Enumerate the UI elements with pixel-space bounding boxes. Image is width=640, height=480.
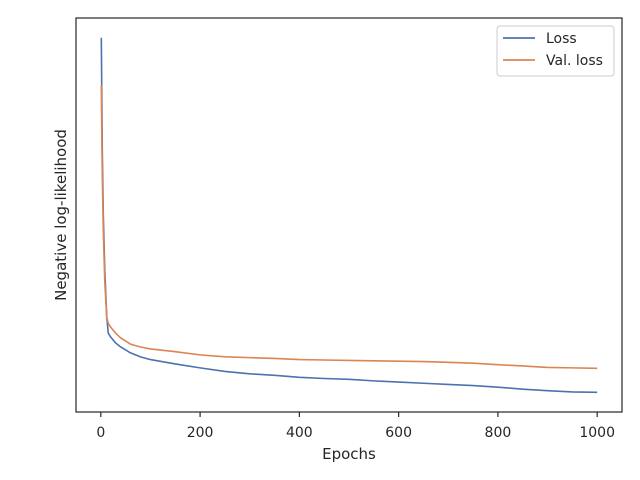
legend: Loss Val. loss (496, 25, 615, 77)
x-tick-label: 0 (96, 425, 105, 441)
plot-area: 0 200 400 600 800 1000 (75, 17, 623, 441)
series-layer (100, 37, 598, 394)
x-tick-label: 400 (286, 425, 313, 441)
x-tick-label: 800 (485, 425, 512, 441)
x-tick-label: 600 (385, 425, 412, 441)
x-tick-label: 200 (187, 425, 214, 441)
legend-loss-label: Loss (546, 31, 577, 47)
y-axis-label: Negative log-likelihood (52, 129, 70, 301)
x-ticks: 0 200 400 600 800 1000 (96, 412, 615, 441)
x-tick-label: 1000 (579, 425, 615, 441)
legend-val-loss-label: Val. loss (546, 53, 603, 69)
plot-frame (75, 17, 623, 413)
x-axis-label: Epochs (322, 445, 376, 463)
series-line-val-loss (100, 84, 598, 370)
